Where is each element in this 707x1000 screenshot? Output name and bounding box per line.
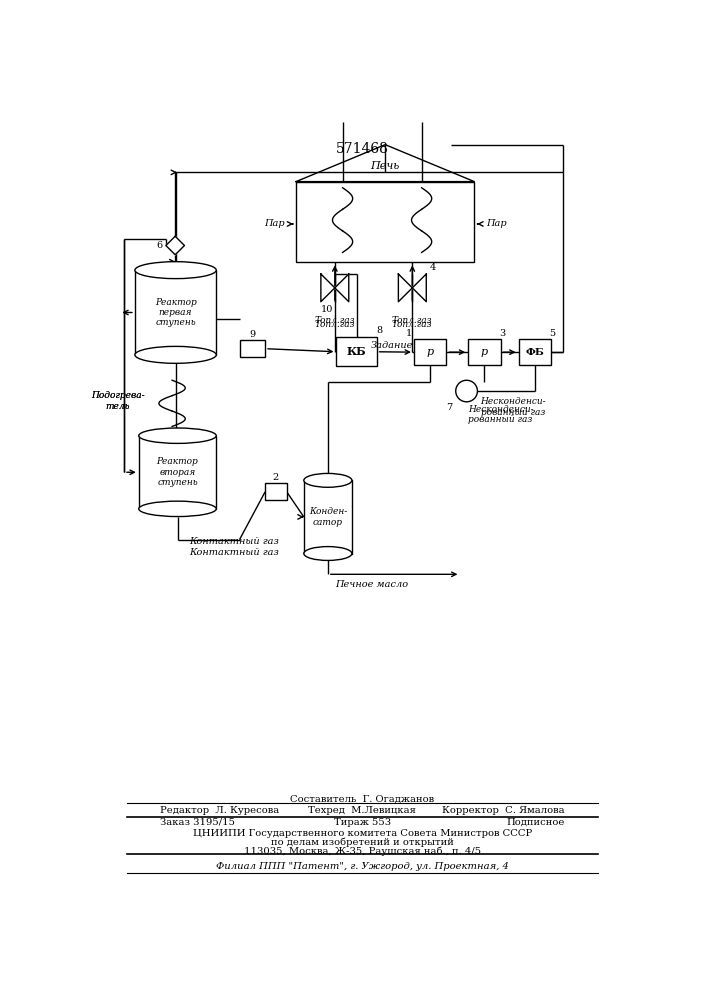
Circle shape [456, 380, 477, 402]
Text: 6: 6 [157, 241, 163, 250]
Text: Топл.газ: Топл.газ [392, 320, 433, 329]
Bar [414, 339, 446, 365]
Text: 7: 7 [446, 403, 452, 412]
Polygon shape [321, 274, 335, 302]
Text: Несконденси-
рованный газ: Несконденси- рованный газ [481, 397, 546, 417]
Text: Топл.газ: Топл.газ [392, 316, 433, 325]
Text: ФБ: ФБ [525, 348, 544, 357]
Text: Печь: Печь [370, 161, 400, 171]
Text: Подогрева-
тель: Подогрева- тель [91, 391, 145, 411]
Text: 5: 5 [549, 329, 556, 338]
Polygon shape [335, 274, 349, 302]
Ellipse shape [139, 501, 216, 517]
Polygon shape [412, 274, 426, 302]
Text: 4: 4 [429, 263, 436, 272]
Text: Пар: Пар [264, 219, 285, 228]
Text: Тираж 553: Тираж 553 [334, 818, 391, 827]
Text: Подогрева-
тель: Подогрева- тель [91, 391, 145, 411]
Text: 9: 9 [250, 330, 256, 339]
Bar [139, 436, 216, 509]
Bar [265, 483, 287, 500]
Text: Контактный газ: Контактный газ [189, 537, 279, 546]
Text: Техред  М.Левицкая: Техред М.Левицкая [308, 806, 416, 815]
Text: 113035, Москва, Ж-35, Раушская наб., п. 4/5: 113035, Москва, Ж-35, Раушская наб., п. … [244, 847, 481, 856]
Text: Печное масло: Печное масло [336, 580, 409, 589]
Text: Реактор
первая
ступень: Реактор первая ступень [155, 298, 197, 327]
Text: 10: 10 [321, 305, 333, 314]
Ellipse shape [135, 262, 216, 279]
Text: Пар: Пар [486, 219, 506, 228]
Bar [518, 339, 551, 365]
Text: КБ: КБ [346, 346, 366, 357]
Text: по делам изобретений и открытий: по делам изобретений и открытий [271, 838, 454, 847]
Text: ЦНИИПИ Государственного комитета Совета Министров СССР: ЦНИИПИ Государственного комитета Совета … [193, 829, 532, 838]
Text: Контактный газ: Контактный газ [189, 548, 279, 557]
Text: Задание: Задание [371, 341, 414, 350]
Text: Корректор  С. Ямалова: Корректор С. Ямалова [443, 806, 565, 815]
Text: Несконденси-
рованный газ: Несконденси- рованный газ [468, 405, 534, 424]
Text: Топл.газ: Топл.газ [315, 316, 355, 325]
Bar [304, 480, 352, 554]
Text: 1: 1 [406, 329, 412, 338]
Text: Составитель  Г. Огаджанов: Составитель Г. Огаджанов [291, 795, 434, 804]
Ellipse shape [304, 547, 352, 560]
Text: 2: 2 [273, 473, 279, 482]
Text: Топл.газ: Топл.газ [315, 320, 355, 329]
Bar [468, 339, 501, 365]
Text: 3: 3 [499, 329, 506, 338]
Text: Подписное: Подписное [507, 818, 565, 827]
Bar [135, 270, 216, 355]
Text: р: р [481, 347, 488, 357]
Bar [337, 337, 377, 366]
Polygon shape [398, 274, 412, 302]
Ellipse shape [135, 346, 216, 363]
Text: 571468: 571468 [336, 142, 388, 156]
Ellipse shape [304, 473, 352, 487]
Text: Филиал ППП "Патент", г. Ужгород, ул. Проектная, 4: Филиал ППП "Патент", г. Ужгород, ул. Про… [216, 862, 509, 871]
Ellipse shape [139, 428, 216, 443]
Text: Заказ 3195/15: Заказ 3195/15 [160, 818, 235, 827]
Text: Редактор  Л. Куресова: Редактор Л. Куресова [160, 806, 279, 815]
Text: р: р [426, 347, 433, 357]
Text: Реактор
вторая
ступень: Реактор вторая ступень [157, 457, 199, 487]
Polygon shape [166, 236, 185, 255]
Text: Конден-
сатор: Конден- сатор [309, 507, 347, 527]
Bar [240, 340, 265, 357]
Text: 8: 8 [377, 326, 382, 335]
Bar [296, 182, 474, 262]
